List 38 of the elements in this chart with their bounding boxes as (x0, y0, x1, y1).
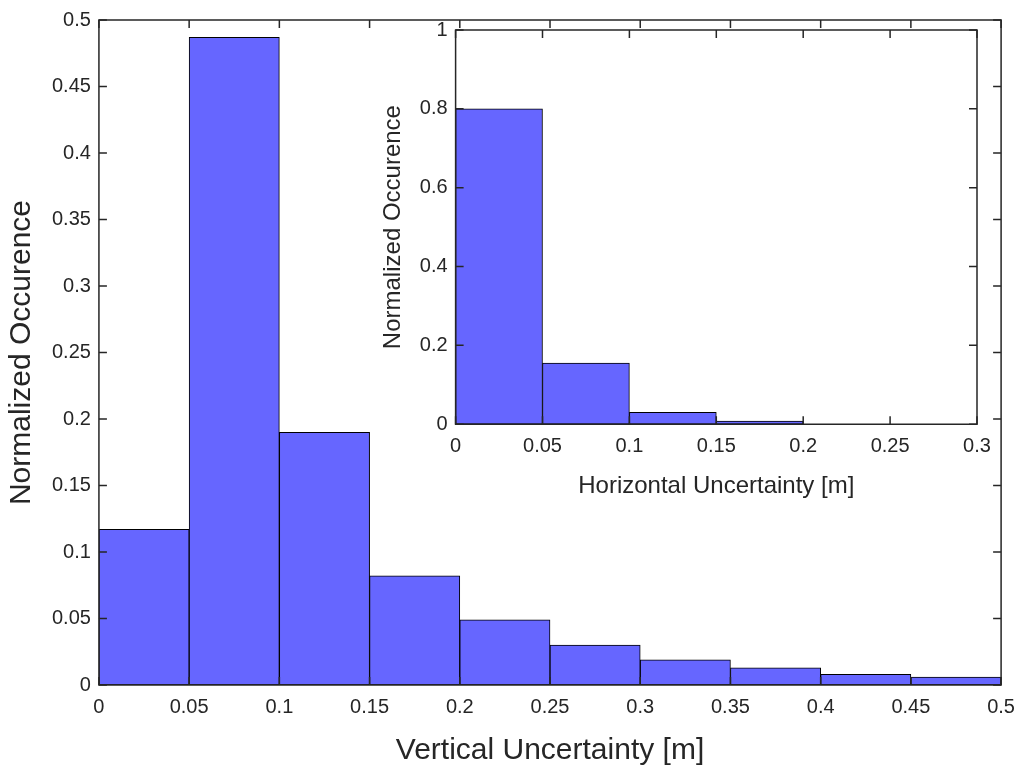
y-tick-label: 0.3 (63, 273, 91, 296)
y-tick-label: 0.35 (51, 207, 91, 230)
y-tick-label: 0.5 (63, 7, 91, 30)
y-tick-label: 0 (436, 411, 448, 434)
x-tick-label: 0.25 (530, 694, 570, 717)
x-tick-label: 0 (93, 694, 105, 717)
x-tick-label: 0.1 (265, 694, 294, 717)
x-tick-label: 0.15 (350, 694, 390, 717)
x-tick-label: 0.3 (963, 433, 991, 456)
x-tick-label: 0.2 (789, 433, 818, 456)
x-axis-title: Vertical Uncertainty [m] (395, 732, 705, 766)
y-tick-label: 0.8 (419, 96, 448, 119)
y-tick-label: 0.2 (63, 406, 91, 429)
y-tick-label: 0 (79, 672, 91, 695)
y-tick-label: 0.4 (419, 254, 448, 277)
x-tick-label: 0 (450, 433, 462, 456)
y-axis-title: Normalized Occurence (378, 105, 406, 350)
y-axis-title: Normalized Occurence (3, 199, 37, 506)
x-tick-label: 0.45 (891, 694, 931, 717)
x-tick-label: 0.25 (870, 433, 910, 456)
x-tick-label: 0.05 (523, 433, 562, 456)
y-tick-label: 0.05 (51, 606, 91, 629)
y-tick-label: 0.2 (419, 332, 448, 355)
y-tick-label: 0.15 (51, 473, 91, 496)
x-tick-label: 0.35 (710, 694, 750, 717)
y-tick-label: 0.6 (419, 175, 448, 198)
y-tick-label: 0.1 (63, 539, 91, 562)
y-tick-label: 0.25 (51, 340, 91, 363)
x-tick-label: 0.05 (169, 694, 209, 717)
y-tick-label: 1 (436, 17, 448, 40)
x-axis-title: Horizontal Uncertainty [m] (578, 471, 855, 499)
x-tick-label: 0.3 (626, 694, 655, 717)
y-tick-label: 0.45 (51, 74, 91, 97)
y-tick-label: 0.4 (63, 140, 91, 163)
x-tick-label: 0.15 (696, 433, 736, 456)
x-tick-label: 0.1 (615, 433, 644, 456)
x-tick-label: 0.4 (806, 694, 835, 717)
x-tick-label: 0.5 (987, 694, 1015, 717)
